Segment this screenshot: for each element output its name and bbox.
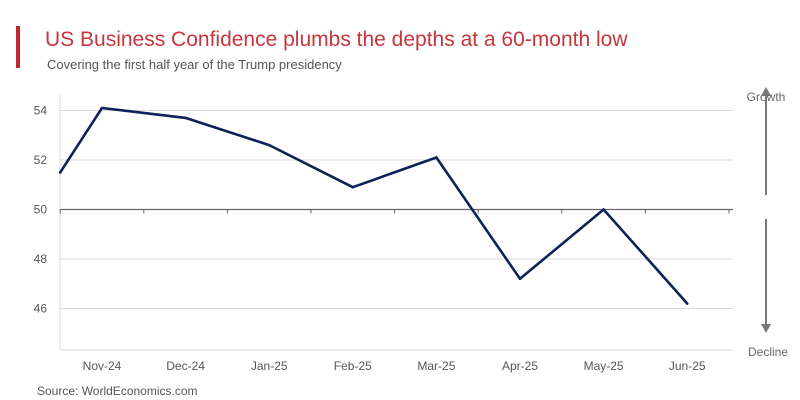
series-line-0	[58, 106, 689, 305]
y-tick-label-52: 52	[34, 153, 48, 167]
x-tick-label-Apr-25: Apr-25	[502, 359, 538, 373]
x-tick-label-Dec-24: Dec-24	[166, 359, 205, 373]
x-axis-tick-labels: Nov-24 Dec-24 Jan-25 Feb-25 Mar-25 Apr-25 May-…	[83, 359, 706, 373]
title-accent-bar	[16, 26, 20, 68]
data-point	[58, 171, 62, 174]
arrow-down-icon	[761, 324, 771, 333]
chart-title: US Business Confidence plumbs the depths…	[45, 28, 628, 51]
x-tick-label-Mar-25: Mar-25	[417, 359, 455, 373]
data-point	[267, 143, 271, 147]
data-point	[100, 106, 104, 110]
series-layer	[58, 106, 689, 305]
data-point	[685, 302, 689, 305]
y-tick-label-50: 50	[34, 203, 48, 217]
decline-label: Decline	[748, 345, 788, 359]
x-tick-label-May-25: May-25	[584, 359, 624, 373]
x-tick-label-Feb-25: Feb-25	[334, 359, 372, 373]
y-tick-label-48: 48	[34, 252, 48, 266]
x-tick-label-Jun-25: Jun-25	[669, 359, 706, 373]
arrow-up-icon	[761, 87, 771, 96]
data-point	[602, 208, 605, 211]
y-tick-label-46: 46	[34, 302, 48, 316]
x-tick-label-Nov-24: Nov-24	[83, 359, 122, 373]
y-tick-label-54: 54	[34, 104, 48, 118]
data-point	[518, 277, 522, 281]
growth-decline-indicator: Growth Decline	[747, 87, 788, 359]
x-tick-label-Jan-25: Jan-25	[251, 359, 288, 373]
data-point	[184, 116, 187, 120]
chart-subtitle: Covering the first half year of the Trum…	[47, 57, 342, 72]
gridlines	[59, 95, 733, 351]
y-axis-tick-labels: 46 48 50 52 54	[34, 104, 48, 316]
source-note: Source: WorldEconomics.com	[37, 384, 198, 398]
data-point	[351, 185, 355, 189]
data-point	[435, 156, 438, 159]
reference-axis	[59, 208, 733, 214]
